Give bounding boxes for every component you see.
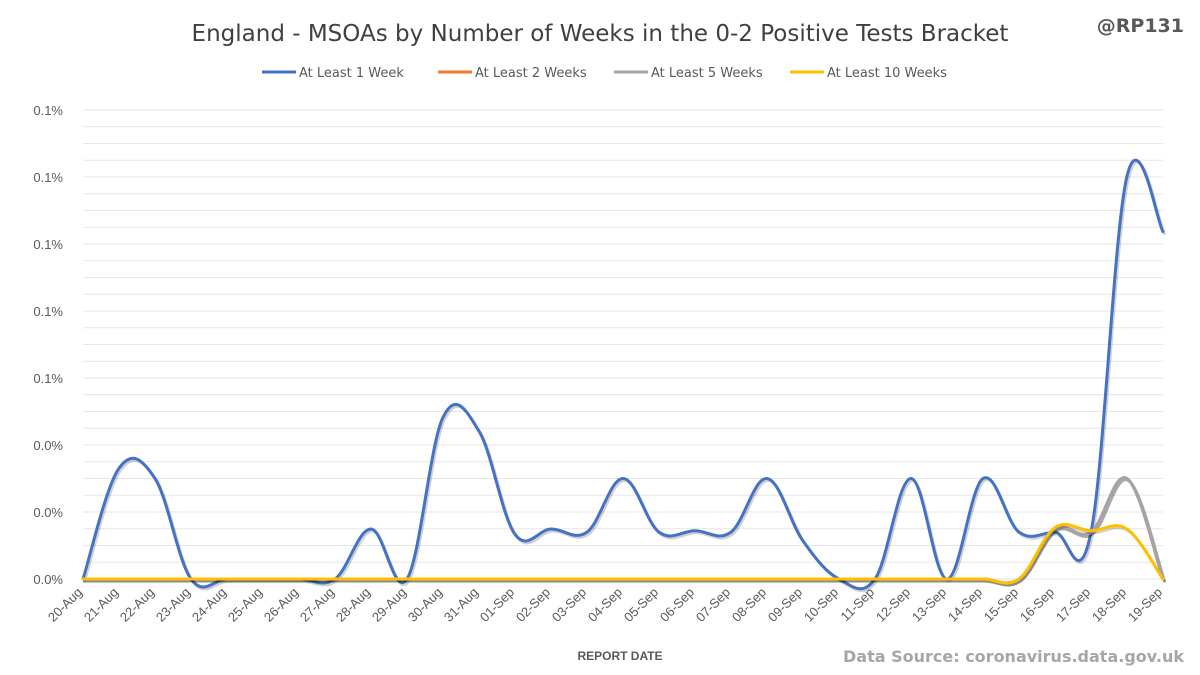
x-tick-label: 16-Sep [1017, 585, 1057, 625]
x-tick-label: 23-Aug [153, 585, 193, 625]
series-line-at-least-5-weeks [81, 476, 1165, 585]
y-tick-label: 0.0% [33, 505, 63, 520]
x-tick-label: 08-Sep [729, 585, 769, 625]
series-shadow-at-least-10-weeks [83, 524, 1166, 587]
x-tick-label: 14-Sep [945, 585, 985, 625]
series-lines [81, 158, 1166, 593]
x-tick-label: 30-Aug [405, 585, 445, 625]
y-tick-label: 0.1% [33, 237, 63, 252]
y-tick-label: 0.1% [33, 170, 63, 185]
series-shadow-at-least-5-weeks [83, 478, 1166, 587]
chart-title: England - MSOAs by Number of Weeks in th… [192, 21, 1009, 47]
series-line-at-least-2-weeks [81, 476, 1165, 585]
x-tick-label: 05-Sep [621, 585, 661, 625]
x-tick-label: 01-Sep [477, 585, 517, 625]
series-line-at-least-1-week [81, 158, 1165, 591]
x-tick-label: 31-Aug [441, 585, 481, 625]
x-tick-label: 18-Sep [1089, 585, 1129, 625]
x-axis-label: REPORT DATE [577, 649, 662, 663]
x-tick-label: 04-Sep [585, 585, 625, 625]
y-axis: 0.0% 0.0% 0.0% 0.1% 0.1% 0.1% 0.1% 0.1% [33, 103, 63, 587]
x-tick-label: 07-Sep [693, 585, 733, 625]
series-shadow-at-least-1-week [83, 160, 1166, 593]
x-tick-label: 26-Aug [261, 585, 301, 625]
watermark-handle: @RP131 [1097, 15, 1184, 37]
x-tick-label: 15-Sep [981, 585, 1021, 625]
legend-label-at-least-2-weeks: At Least 2 Weeks [475, 66, 587, 81]
x-tick-label: 27-Aug [297, 585, 337, 625]
x-tick-label: 02-Sep [513, 585, 553, 625]
x-tick-label: 19-Sep [1125, 585, 1165, 625]
x-tick-label: 09-Sep [765, 585, 805, 625]
series-line-at-least-10-weeks [81, 522, 1165, 585]
x-tick-label: 13-Sep [909, 585, 949, 625]
y-tick-label: 0.0% [33, 572, 63, 587]
x-tick-label: 10-Sep [801, 585, 841, 625]
y-tick-label: 0.1% [33, 371, 63, 386]
x-tick-label: 22-Aug [117, 585, 157, 625]
x-tick-label: 03-Sep [549, 585, 589, 625]
x-tick-label: 12-Sep [873, 585, 913, 625]
series-shadow-at-least-2-weeks [83, 478, 1166, 587]
legend: At Least 1 Week At Least 2 Weeks At Least … [262, 66, 947, 81]
x-tick-label: 29-Aug [369, 585, 409, 625]
y-tick-label: 0.1% [33, 103, 63, 118]
x-tick-label: 24-Aug [189, 585, 229, 625]
x-tick-label: 28-Aug [333, 585, 373, 625]
x-tick-label: 25-Aug [225, 585, 265, 625]
x-axis: 20-Aug21-Aug22-Aug23-Aug24-Aug25-Aug26-A… [45, 585, 1165, 625]
x-tick-label: 17-Sep [1053, 585, 1093, 625]
y-tick-label: 0.1% [33, 304, 63, 319]
legend-label-at-least-1-week: At Least 1 Week [299, 66, 404, 81]
gridlines [83, 109, 1163, 580]
legend-label-at-least-10-weeks: At Least 10 Weeks [827, 66, 947, 81]
data-source-note: Data Source: coronavirus.data.gov.uk [843, 647, 1184, 666]
x-tick-label: 20-Aug [45, 585, 85, 625]
x-tick-label: 06-Sep [657, 585, 697, 625]
legend-label-at-least-5-weeks: At Least 5 Weeks [651, 66, 763, 81]
y-tick-label: 0.0% [33, 438, 63, 453]
x-tick-label: 21-Aug [81, 585, 121, 625]
